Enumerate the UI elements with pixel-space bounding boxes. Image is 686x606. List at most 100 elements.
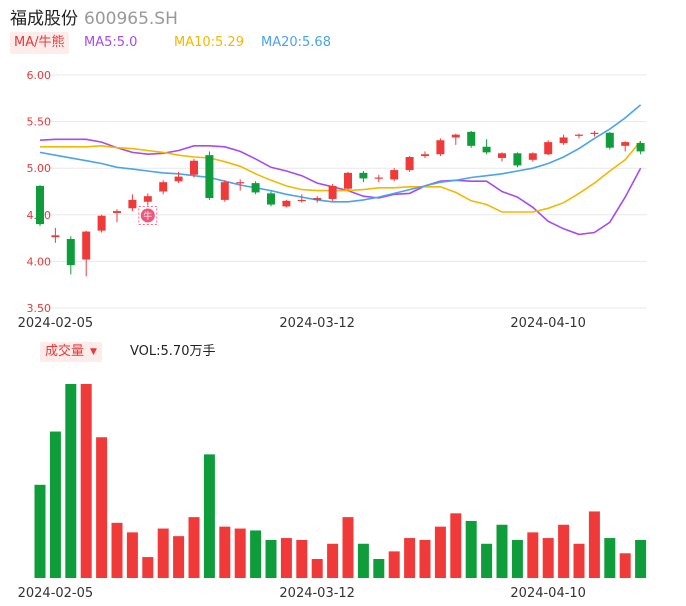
candle-body [390,170,399,180]
candle-body [36,185,44,225]
candle [51,227,60,243]
dropdown-caret-icon: ▼ [90,347,97,357]
candle [605,131,614,150]
volume-bar [203,454,215,578]
volume-bar [511,539,523,578]
candle [205,151,214,200]
candlesticks [36,130,645,277]
volume-button-label: 成交量 [45,344,85,359]
candle [467,130,476,148]
candle [97,214,106,233]
candle-body [251,183,260,193]
candle [436,138,445,157]
candle-body [544,142,553,155]
candle-body [143,196,152,202]
candle [559,134,568,145]
candle [344,171,352,191]
x-tick-label: 2024-02-05 [18,316,94,331]
volume-bar [296,539,308,578]
bull-marker-frame [138,205,158,225]
candle-body [482,146,491,153]
ma5-line [39,138,642,236]
candle-body [467,131,476,146]
candle [621,141,630,152]
ma10-label: MA10:5.29 [174,35,244,50]
volume-bar [280,538,292,578]
candle [513,152,522,168]
price-y-axis: 6.005.505.004.504.003.50 [27,69,52,315]
moving-average-lines [39,104,642,236]
volume-value: VOL:5.70万手 [130,344,216,359]
candle-body [636,143,645,152]
ma5-label: MA5:5.0 [84,35,138,50]
volume-bar [111,522,123,578]
stock-header: 福成股份 600965.SH [10,4,178,29]
candle [251,181,260,195]
candle [267,191,275,207]
candle-body [605,132,614,148]
candle [36,184,44,226]
candle [544,140,553,156]
bull-marker-circle [140,208,155,223]
candle-body [297,199,306,202]
candle-body [267,193,275,205]
volume-bar [588,511,600,578]
volume-bar [80,384,92,578]
bull-marker-glyph: 牛 [143,210,152,222]
volume-bar [327,543,339,578]
candle [174,171,183,184]
candle-body [282,200,291,207]
volume-bar [450,513,462,578]
volume-bar [49,431,61,578]
candle-body [528,153,537,160]
candle-body [159,182,168,192]
candle-body [590,132,599,134]
volume-bar [419,539,431,578]
volume-bar [496,524,508,578]
volume-bar [481,543,493,578]
stock-code: 600965.SH [84,9,178,29]
x-tick-label: 2024-03-12 [279,586,355,601]
volume-bar [250,530,262,578]
candle-body [82,231,91,260]
candle-body [66,239,75,266]
volume-bar [527,532,539,578]
volume-bar [34,484,46,578]
volume-bar [173,536,185,578]
volume-bars [34,384,647,578]
volume-x-axis: 2024-02-05 2024-03-12 2024-04-10 [18,586,586,601]
y-tick-label: 5.00 [27,162,52,175]
volume-bar [342,517,354,578]
candle-body [236,182,245,184]
volume-bar [388,551,400,578]
volume-bar [558,524,570,578]
volume-bar [311,558,323,578]
candle-body [621,142,630,146]
candle-body [313,198,322,200]
candle-body [436,140,445,155]
candle [128,194,137,212]
candle-body [97,215,106,231]
candle-body [498,153,506,158]
volume-bar [265,539,277,578]
volume-bar [635,539,647,578]
candle-body [421,154,429,157]
candle-body [51,235,60,238]
candle [190,158,198,178]
candle-body [451,134,460,138]
bull-marker-icon[interactable]: 牛 [138,205,158,225]
volume-bar [573,543,585,578]
candle [220,180,229,202]
y-tick-label: 4.00 [27,255,52,268]
volume-bar [404,538,416,578]
x-tick-label: 2024-03-12 [279,316,355,331]
x-tick-label: 2024-02-05 [18,586,94,601]
candle [328,184,337,201]
volume-bar [65,384,77,578]
candle [282,199,291,208]
x-tick-label: 2024-04-10 [510,586,586,601]
ma-indicator-button[interactable]: MA/牛熊 [10,32,69,54]
volume-indicator-button[interactable]: 成交量 ▼ [40,342,102,362]
volume-bar [126,532,138,578]
